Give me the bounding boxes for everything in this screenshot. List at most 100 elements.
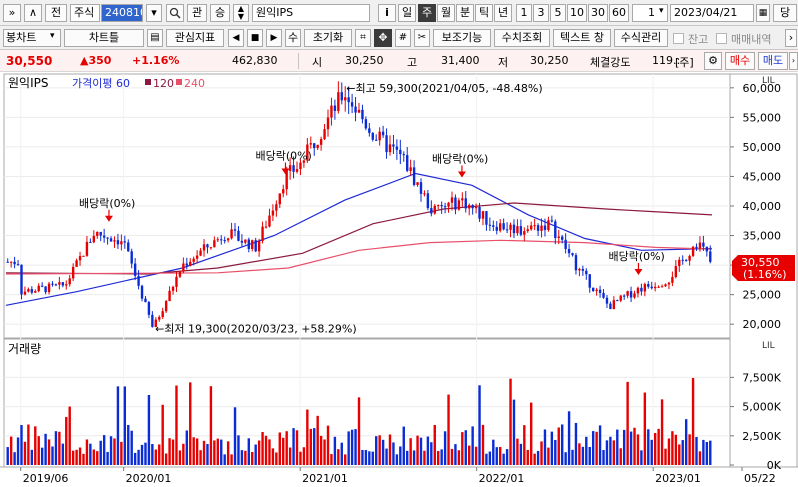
interval-input[interactable]: 1 — [632, 4, 668, 22]
formula-manage-button[interactable]: 수식관리 — [614, 29, 668, 47]
volume-bar — [450, 448, 454, 465]
code-dropdown-icon[interactable]: ▾ — [146, 4, 162, 22]
volume-bar — [688, 434, 691, 465]
candle-body — [643, 284, 647, 292]
market-select[interactable]: 주식 — [70, 4, 100, 22]
candle-body — [237, 230, 240, 241]
settings-gear-icon[interactable]: ⚙ — [704, 52, 722, 70]
trades-checkbox[interactable] — [716, 33, 727, 44]
interval-10-button[interactable]: 10 — [567, 4, 587, 22]
price-change: ▲350 — [80, 54, 112, 67]
candle-body — [629, 291, 633, 298]
interval-30-button[interactable]: 30 — [588, 4, 608, 22]
quote-scroll-icon[interactable]: › — [789, 52, 798, 70]
period-tick-button[interactable]: 틱 — [475, 4, 493, 22]
volume-bar — [226, 441, 230, 465]
text-window-button[interactable]: 텍스트 창 — [553, 29, 611, 47]
reset-button[interactable]: 초기화 — [304, 29, 352, 47]
sell-button[interactable]: 매도 — [758, 52, 788, 70]
candle-body — [78, 256, 82, 261]
volume-bar — [357, 397, 361, 465]
candle-body — [147, 302, 151, 315]
candle-body — [450, 197, 454, 203]
candle-body — [58, 282, 61, 285]
volume-bar — [68, 406, 71, 465]
rise-button[interactable]: 승 — [210, 4, 230, 22]
interval-1-button[interactable]: 1 — [516, 4, 532, 22]
price-axis-mode[interactable]: LIL — [762, 76, 775, 86]
candle-body — [195, 255, 199, 259]
candle-body — [560, 236, 564, 240]
candle-body — [447, 202, 450, 207]
candle-body — [82, 255, 85, 257]
volume-bar — [161, 404, 164, 465]
favorite-button[interactable]: 관 — [187, 4, 207, 22]
volume-bar — [368, 451, 371, 465]
hash-tool-icon[interactable]: # — [395, 29, 411, 47]
period-day-button[interactable]: 일 — [398, 4, 416, 22]
candle-body — [361, 109, 364, 120]
volume-bar — [633, 427, 636, 465]
info-button[interactable]: i — [378, 4, 396, 22]
period-month-button[interactable]: 월 — [437, 4, 455, 22]
spin-icon[interactable]: ▲ ▼ — [233, 4, 249, 22]
buy-button[interactable]: 매수 — [725, 52, 755, 70]
interval-5-button[interactable]: 5 — [550, 4, 566, 22]
volume-bar — [499, 447, 502, 465]
volume-bar — [598, 425, 602, 465]
candle-body — [113, 240, 116, 242]
volume-bar — [130, 430, 133, 465]
interval-60-button[interactable]: 60 — [609, 4, 629, 22]
scissors-icon[interactable]: ✂ — [414, 29, 430, 47]
volume-bar — [660, 399, 664, 465]
candle-body — [65, 284, 68, 286]
expand-icon[interactable]: » — [3, 4, 21, 22]
numeric-query-button[interactable]: 수치조회 — [494, 29, 550, 47]
chart-type-button[interactable]: 봉차트 — [3, 29, 61, 47]
indicator-button[interactable]: 관심지표 — [166, 29, 224, 47]
save-icon[interactable]: ▤ — [147, 29, 163, 47]
search-icon[interactable] — [166, 4, 184, 22]
current-button[interactable]: 당 — [773, 4, 797, 22]
strength-label: 체결강도 — [590, 56, 631, 69]
move-icon[interactable]: ✥ — [374, 29, 392, 47]
period-minute-button[interactable]: 분 — [456, 4, 474, 22]
candle-body — [378, 131, 381, 141]
sum-button[interactable]: 수 — [285, 29, 301, 47]
high-value: 31,400 — [441, 54, 480, 67]
aux-function-button[interactable]: 보조기능 — [433, 29, 491, 47]
volume-bar — [402, 426, 405, 465]
candle-body — [51, 283, 54, 285]
period-year-button[interactable]: 년 — [494, 4, 512, 22]
candle-body — [664, 284, 667, 287]
calendar-icon[interactable]: ▦ — [756, 4, 770, 22]
price-volume-chart[interactable]: 20,00025,00030,00035,00040,00045,00050,0… — [0, 72, 798, 487]
volume-bar — [168, 438, 171, 465]
volume-bar — [457, 450, 461, 465]
volume-axis-mode[interactable]: LIL — [762, 341, 775, 351]
scroll-right-icon[interactable]: ▶ — [266, 29, 282, 47]
volume-bar — [40, 447, 44, 465]
volume-panel[interactable] — [3, 338, 731, 468]
volume-bar — [388, 434, 392, 465]
volume-bar — [58, 431, 61, 465]
candle-body — [354, 106, 357, 113]
prev-button[interactable]: 전 — [45, 4, 67, 22]
volume-bar — [492, 439, 495, 465]
stock-code-input[interactable]: 240810 — [101, 4, 143, 22]
chart-type-dropdown-icon[interactable]: ▾ — [50, 31, 55, 41]
interval-spin-icon[interactable]: ▾ — [659, 6, 664, 16]
date-input[interactable]: 2023/04/21 — [670, 4, 754, 22]
volume-bar — [171, 439, 175, 465]
interval-3-button[interactable]: 3 — [533, 4, 549, 22]
candle-body — [233, 229, 237, 231]
chart-frame-button[interactable]: 차트틀 — [64, 29, 144, 47]
stop-icon[interactable]: ■ — [247, 29, 263, 47]
up-arrow-icon[interactable]: ∧ — [24, 4, 42, 22]
volume-bar — [285, 431, 288, 465]
period-week-button[interactable]: 주 — [418, 4, 436, 22]
side-toggle-icon[interactable]: › — [785, 29, 797, 47]
scroll-left-icon[interactable]: ◀ — [228, 29, 244, 47]
balance-checkbox[interactable] — [673, 33, 684, 44]
crosshair-frame-icon[interactable]: ⌗ — [355, 29, 371, 47]
